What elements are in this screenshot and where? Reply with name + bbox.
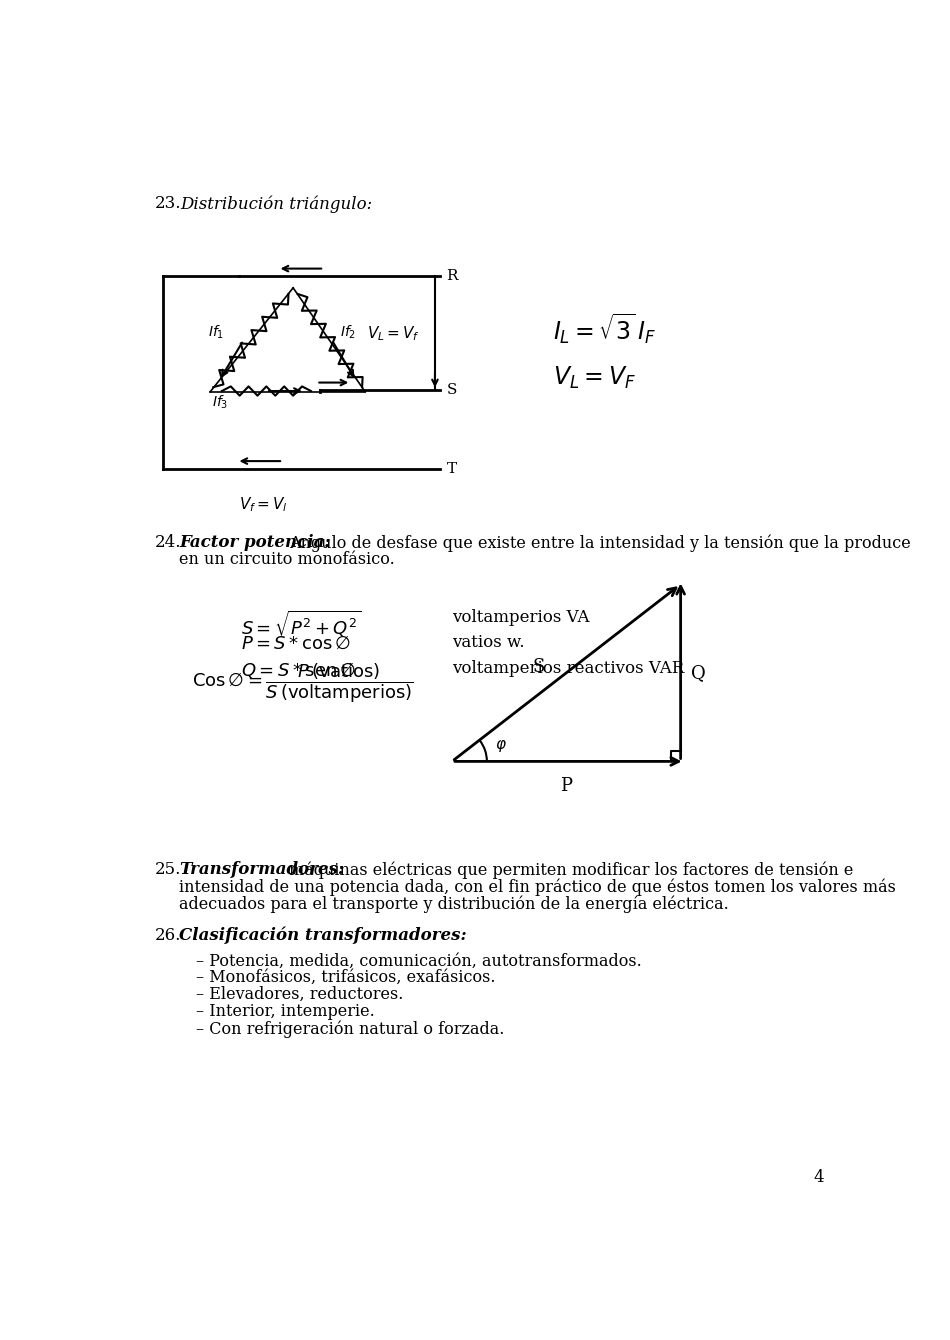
Text: $V_L= V_F$: $V_L= V_F$ bbox=[553, 364, 636, 391]
Text: en un circuito monofásico.: en un circuito monofásico. bbox=[180, 551, 395, 568]
Text: voltamperios VA: voltamperios VA bbox=[452, 608, 590, 626]
Text: $\varphi$: $\varphi$ bbox=[495, 738, 506, 754]
Text: Angulo de desfase que existe entre la intensidad y la tensión que la produce: Angulo de desfase que existe entre la in… bbox=[289, 535, 911, 552]
Text: – Con refrigeración natural o forzada.: – Con refrigeración natural o forzada. bbox=[197, 1020, 504, 1037]
Text: R: R bbox=[446, 269, 458, 283]
Text: S: S bbox=[533, 658, 545, 675]
Text: – Interior, intemperie.: – Interior, intemperie. bbox=[197, 1004, 375, 1020]
Text: Clasificación transformadores:: Clasificación transformadores: bbox=[180, 927, 466, 945]
Text: $S = \sqrt{P^2 + Q^2}$: $S = \sqrt{P^2 + Q^2}$ bbox=[241, 608, 361, 639]
Text: $If_2$: $If_2$ bbox=[340, 323, 356, 340]
Text: Factor potencia:: Factor potencia: bbox=[180, 535, 331, 551]
Text: 24.: 24. bbox=[155, 535, 181, 551]
Text: Distribución triángulo:: Distribución triángulo: bbox=[180, 196, 373, 213]
Text: 25.: 25. bbox=[155, 862, 181, 879]
Text: intensidad de una potencia dada, con el fin práctico de que éstos tomen los valo: intensidad de una potencia dada, con el … bbox=[180, 879, 896, 896]
Text: $I_L = \sqrt{3}\, I_F$: $I_L = \sqrt{3}\, I_F$ bbox=[553, 311, 656, 346]
Text: – Elevadores, reductores.: – Elevadores, reductores. bbox=[197, 986, 404, 1004]
Text: T: T bbox=[446, 462, 457, 476]
Text: P: P bbox=[560, 777, 572, 795]
Text: $If_3$: $If_3$ bbox=[212, 394, 228, 411]
Text: 23.: 23. bbox=[155, 196, 181, 213]
Text: $\mathrm{Cos}\,\varnothing = \dfrac{P\,(\mathrm{vatios})}{S\,(\mathrm{voltamperi: $\mathrm{Cos}\,\varnothing = \dfrac{P\,(… bbox=[192, 662, 414, 705]
Text: $P = S * \cos \varnothing$: $P = S * \cos \varnothing$ bbox=[241, 634, 352, 653]
Text: vatios w.: vatios w. bbox=[452, 634, 524, 651]
Text: 26.: 26. bbox=[155, 927, 181, 943]
Text: Transformadores:: Transformadores: bbox=[180, 862, 344, 879]
Text: – Potencia, medida, comunicación, autotransformados.: – Potencia, medida, comunicación, autotr… bbox=[197, 953, 642, 969]
Text: $If_1$: $If_1$ bbox=[208, 323, 224, 340]
Text: voltamperios reactivos VAR: voltamperios reactivos VAR bbox=[452, 659, 684, 677]
Text: Q: Q bbox=[692, 663, 706, 682]
Text: $Q = S * \mathrm{sen}\, \varnothing$: $Q = S * \mathrm{sen}\, \varnothing$ bbox=[241, 659, 356, 679]
Text: adecuados para el transporte y distribución de la energía eléctrica.: adecuados para el transporte y distribuc… bbox=[180, 895, 729, 913]
Text: $V_L = V_f$: $V_L = V_f$ bbox=[368, 324, 421, 343]
Text: 4: 4 bbox=[813, 1170, 824, 1186]
Text: $V_f = V_l$: $V_f = V_l$ bbox=[238, 496, 288, 515]
Text: – Monofásicos, trifásicos, exafásicos.: – Monofásicos, trifásicos, exafásicos. bbox=[197, 969, 496, 986]
Text: S: S bbox=[446, 383, 457, 397]
Text: máquinas eléctricas que permiten modificar los factores de tensión e: máquinas eléctricas que permiten modific… bbox=[289, 862, 854, 879]
